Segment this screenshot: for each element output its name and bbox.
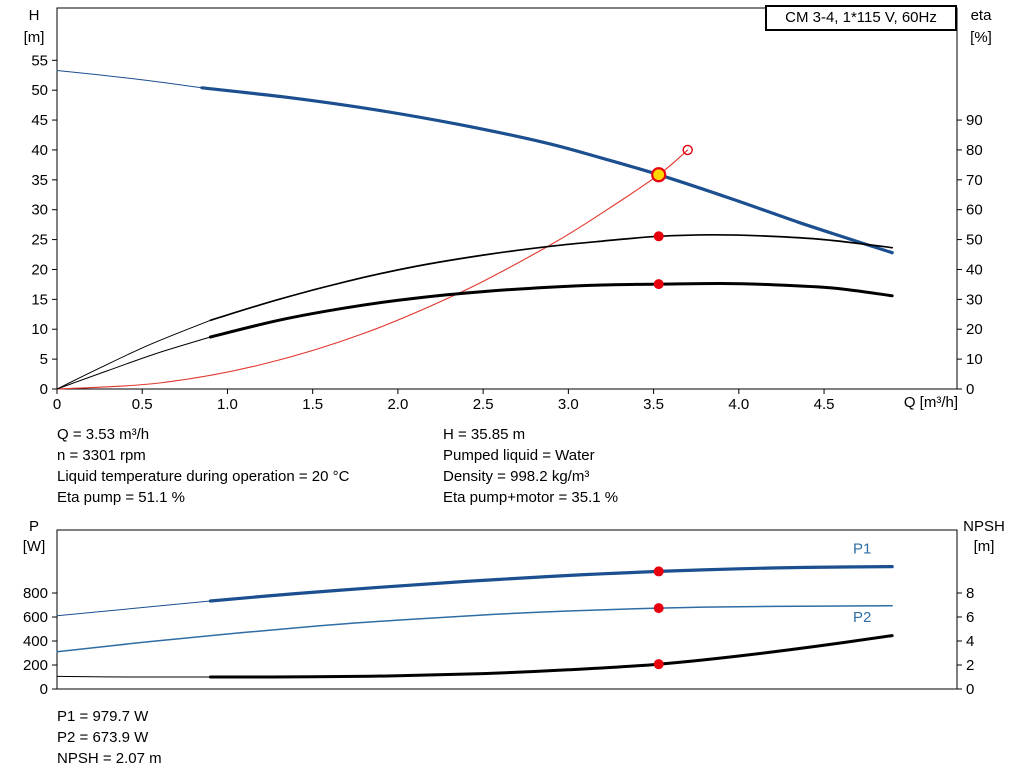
y-left-tick-label: 15: [31, 291, 48, 308]
operating-dot-marker: [653, 603, 664, 614]
y-left-tick-label: 0: [40, 381, 48, 398]
power-data: P1 = 979.7 W P2 = 673.9 W NPSH = 2.07 m: [57, 706, 162, 769]
operating-data-left: Q = 3.53 m³/h n = 3301 rpm Liquid temper…: [57, 424, 349, 508]
system-curve: [56, 149, 689, 390]
operating-dot-marker: [653, 279, 664, 290]
series-label-p1: P1: [853, 540, 871, 557]
p2-value-line: P2 = 673.9 W: [57, 729, 149, 746]
eta-pump-curve-lead: [56, 319, 211, 390]
y-right-tick-label: 80: [966, 142, 983, 159]
y-left-tick-label: 50: [31, 82, 48, 99]
npsh-curve: [208, 634, 894, 679]
q-value-line: Q = 3.53 m³/h: [57, 426, 150, 443]
series-label-p2: P2: [853, 609, 871, 626]
x-tick-label: 4.5: [814, 396, 835, 413]
x-tick-label: 4.0: [728, 396, 749, 413]
max-point-open-marker: [682, 144, 693, 156]
operating-data-right: H = 35.85 m Pumped liquid = Water Densit…: [443, 424, 618, 508]
y-left-tick-label: 400: [23, 633, 48, 650]
npsh-value-line: NPSH = 2.07 m: [57, 750, 162, 767]
y-right-tick-label: 70: [966, 172, 983, 189]
y-right-tick-label: 30: [966, 291, 983, 308]
x-tick-label: 0: [53, 396, 61, 413]
operating-dot-marker: [653, 659, 664, 670]
y-right-tick-label: 40: [966, 261, 983, 278]
y-left-tick-label: 35: [31, 172, 48, 189]
p-axis-unit: [W]: [23, 538, 46, 555]
npsh-axis-unit: [m]: [974, 538, 995, 555]
head-value-line: H = 35.85 m: [443, 426, 526, 443]
y-left-tick-label: 800: [23, 585, 48, 602]
y-left-tick-label: 10: [31, 321, 48, 338]
y-right-tick-label: 2: [966, 657, 974, 674]
h-axis-title: H: [29, 7, 40, 24]
operating-dot-marker: [653, 231, 664, 242]
speed-line: n = 3301 rpm: [57, 447, 146, 464]
y-right-tick-label: 4: [966, 633, 974, 650]
x-tick-label: 2.0: [387, 396, 408, 413]
p1-value-line: P1 = 979.7 W: [57, 708, 149, 725]
y-left-tick-label: 20: [31, 261, 48, 278]
plot-border: [56, 529, 958, 690]
pump-curve: [200, 86, 894, 255]
x-tick-label: 2.5: [473, 396, 494, 413]
x-tick-label: 3.0: [558, 396, 579, 413]
lower-chart: P [W] NPSH [m] 0 200 400 600 800 0 2 4 6 8 P1 P2: [23, 518, 1005, 698]
x-tick-label: 1.5: [302, 396, 323, 413]
p2-curve: [56, 605, 893, 653]
eta-pump-curve: [209, 233, 894, 322]
x-tick-label: 0.5: [132, 396, 153, 413]
eta-pump-motor-line: Eta pump+motor = 35.1 %: [443, 489, 619, 506]
y-right-tick-label: 0: [966, 381, 974, 398]
y-right-tick-label: 8: [966, 585, 974, 602]
y-left-tick-label: 55: [31, 52, 48, 69]
npsh-axis-title: NPSH: [963, 518, 1005, 535]
y-right-tick-label: 10: [966, 351, 983, 368]
y-left-tick-label: 45: [31, 112, 48, 129]
y-right-tick-label: 90: [966, 112, 983, 129]
npsh-curve-lead: [56, 675, 211, 678]
y-right-tick-label: 50: [966, 232, 983, 249]
y-left-tick-label: 40: [31, 142, 48, 159]
y-left-tick-label: 0: [40, 681, 48, 698]
eta-pump-line: Eta pump = 51.1 %: [57, 489, 185, 506]
y-left-tick-label: 5: [40, 351, 48, 368]
y-right-tick-label: 6: [966, 609, 974, 626]
y-left-tick-label: 600: [23, 609, 48, 626]
x-tick-label: 3.5: [643, 396, 664, 413]
eta-pump-motor-curve-lead: [56, 336, 211, 390]
density-line: Density = 998.2 kg/m³: [443, 468, 590, 485]
liquid-temperature-line: Liquid temperature during operation = 20…: [57, 468, 350, 485]
eta-axis-unit: [%]: [970, 29, 992, 46]
p-axis-title: P: [29, 518, 39, 535]
upper-chart: H [m] eta [%] Q [m³/h] 0 5 10 15 20 25 30 35 40 4…: [24, 7, 993, 413]
pumped-liquid-line: Pumped liquid = Water: [443, 447, 595, 464]
eta-axis-title: eta: [971, 7, 993, 24]
y-right-tick-label: 20: [966, 321, 983, 338]
y-left-tick-label: 200: [23, 657, 48, 674]
plot-border: [56, 7, 958, 390]
pump-curve-lead: [56, 70, 203, 89]
p1-curve-lead: [56, 600, 211, 617]
x-tick-label: 1.0: [217, 396, 238, 413]
pump-title-box: CM 3-4, 1*115 V, 60Hz: [765, 5, 957, 31]
eta-pump-motor-curve: [208, 281, 894, 339]
y-right-tick-label: 0: [966, 681, 974, 698]
h-axis-unit: [m]: [24, 29, 45, 46]
operating-dot-marker: [653, 566, 664, 577]
y-right-tick-label: 60: [966, 202, 983, 219]
q-axis-title: Q [m³/h]: [904, 394, 958, 411]
y-left-tick-label: 25: [31, 232, 48, 249]
y-left-tick-label: 30: [31, 202, 48, 219]
duty-point-marker: [651, 167, 667, 183]
p1-curve: [208, 565, 894, 603]
